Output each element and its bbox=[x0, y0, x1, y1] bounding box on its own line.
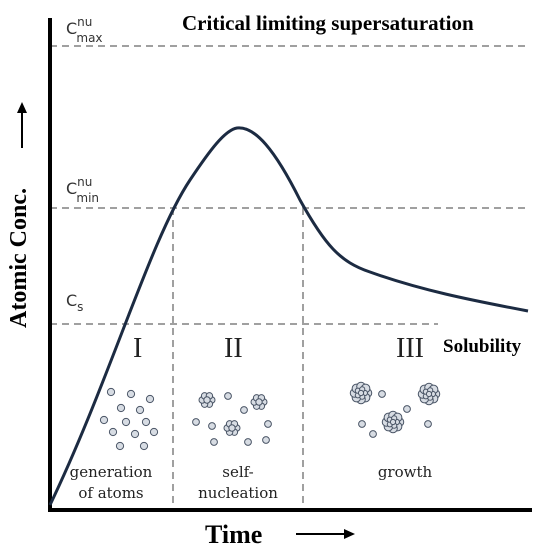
stage-1-caption-line-1: generation bbox=[70, 463, 153, 481]
atom bbox=[139, 441, 149, 451]
atom bbox=[240, 406, 248, 414]
atom bbox=[264, 420, 272, 428]
atom bbox=[378, 390, 386, 398]
atom bbox=[210, 438, 218, 446]
stage-2-caption-line-1: self- bbox=[222, 463, 253, 481]
atom bbox=[116, 403, 126, 413]
critical-supersaturation-title: Critical limiting supersaturation bbox=[182, 11, 474, 35]
stage-1-numeral: I bbox=[133, 333, 142, 364]
atom bbox=[369, 430, 377, 438]
x-axis-arrow-icon bbox=[296, 529, 355, 539]
atom bbox=[145, 394, 155, 404]
stage-2-caption-line-2: nucleation bbox=[198, 484, 278, 502]
x-axis-label: Time bbox=[205, 520, 262, 549]
atom bbox=[424, 420, 432, 428]
atom bbox=[115, 441, 125, 451]
atom bbox=[192, 418, 200, 426]
atom bbox=[106, 387, 116, 397]
nucleus-atom bbox=[228, 424, 236, 432]
atom bbox=[121, 417, 131, 427]
atom bbox=[108, 427, 118, 437]
atom bbox=[99, 415, 109, 425]
y-axis-arrow-icon bbox=[17, 102, 27, 148]
atom bbox=[358, 420, 366, 428]
atom bbox=[149, 427, 159, 437]
atom bbox=[244, 438, 252, 446]
atom bbox=[403, 405, 411, 413]
atom bbox=[141, 417, 151, 427]
stage-3-caption-line-1: growth bbox=[378, 463, 433, 481]
stage-2-numeral: II bbox=[224, 333, 243, 364]
stage-3-numeral: III bbox=[396, 333, 424, 364]
nucleus-atom bbox=[255, 398, 263, 406]
c-s-label: Cs bbox=[66, 291, 83, 314]
atom bbox=[130, 429, 140, 439]
grown-particle-atom bbox=[389, 418, 397, 426]
stage-1-atoms-icon bbox=[99, 387, 159, 451]
stage-3-growth-icon bbox=[349, 381, 441, 438]
concentration-curve bbox=[48, 126, 529, 506]
atom bbox=[135, 405, 145, 415]
y-axis-label: Atomic Conc. bbox=[6, 188, 32, 328]
atom bbox=[126, 389, 136, 399]
c-min-label: Cnu min bbox=[66, 175, 99, 205]
nucleus-atom bbox=[203, 396, 211, 404]
c-max-label: Cnu max bbox=[66, 15, 103, 45]
atom bbox=[262, 436, 270, 444]
atom bbox=[224, 392, 232, 400]
solubility-label: Solubility bbox=[443, 336, 522, 357]
grown-particle-atom bbox=[425, 390, 433, 398]
grown-particle-atom bbox=[357, 389, 365, 397]
stage-2-nuclei-icon bbox=[192, 392, 272, 446]
stage-1-caption-line-2: of atoms bbox=[78, 484, 143, 502]
atom bbox=[208, 422, 216, 430]
